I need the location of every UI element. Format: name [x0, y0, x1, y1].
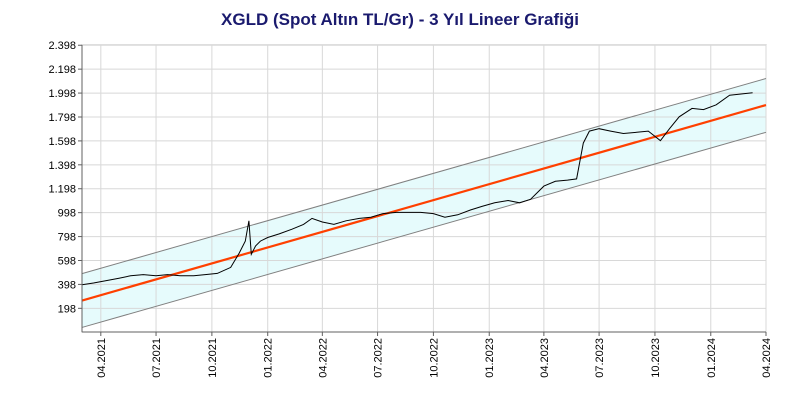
x-tick-label: 04.2022 — [317, 338, 329, 378]
y-tick-label: 998 — [58, 208, 76, 220]
channel-upper-line — [81, 78, 767, 275]
trend-line — [81, 103, 767, 302]
x-tick-label: 01.2022 — [263, 338, 275, 378]
price-series-line — [81, 92, 753, 286]
y-tick-label: 598 — [58, 255, 76, 267]
y-tick-label: 1.198 — [48, 184, 76, 196]
y-tick-label: 1.598 — [48, 136, 76, 148]
x-tick-label: 04.2023 — [539, 338, 551, 378]
y-tick-label: 198 — [58, 303, 76, 315]
x-tick-label: 07.2023 — [594, 338, 606, 378]
x-tick-label: 04.2021 — [96, 338, 108, 378]
y-tick-label: 2.198 — [48, 64, 76, 76]
y-tick-label: 398 — [58, 279, 76, 291]
x-tick-label: 07.2022 — [373, 338, 385, 378]
x-tick-label: 10.2022 — [428, 338, 440, 378]
channel-lower-line — [81, 131, 767, 328]
y-tick-label: 1.998 — [48, 88, 76, 100]
x-tick-label: 04.2024 — [761, 338, 773, 378]
y-tick-label: 1.398 — [48, 160, 76, 172]
y-tick-label: 798 — [58, 232, 76, 244]
x-tick-label: 01.2024 — [706, 338, 718, 378]
y-tick-label: 1.798 — [48, 112, 76, 124]
x-tick-label: 07.2021 — [151, 338, 163, 378]
chart-title: XGLD (Spot Altın TL/Gr) - 3 Yıl Lineer G… — [221, 10, 579, 29]
x-tick-label: 01.2023 — [484, 338, 496, 378]
x-tick-label: 10.2021 — [207, 338, 219, 378]
x-tick-label: 10.2023 — [650, 338, 662, 378]
y-tick-label: 2.398 — [48, 40, 76, 52]
